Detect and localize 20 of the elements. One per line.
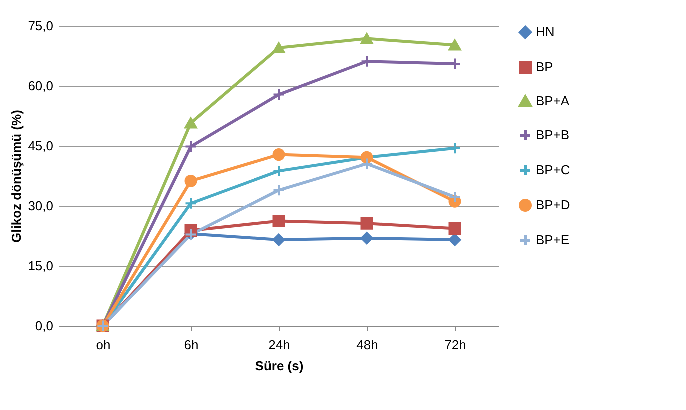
legend-label: BP+A [536, 94, 570, 108]
y-tick-label: 30,0 [28, 198, 54, 214]
legend-label: BP+B [536, 128, 570, 142]
legend-label: BP+D [536, 198, 570, 212]
y-tick-label: 60,0 [28, 78, 54, 94]
x-tick-label: 48h [356, 338, 378, 352]
x-tick-label: 6h [184, 338, 199, 352]
x-tick-label: 72h [444, 338, 466, 352]
x-tick-label: 24h [268, 338, 290, 352]
legend-label: BP+C [536, 162, 570, 178]
legend-label: BP [536, 60, 554, 74]
y-tick-label: 0,0 [35, 318, 54, 334]
legend-label: HN [536, 24, 555, 40]
y-axis-title: Glikoz dönüşümü (%) [9, 110, 24, 243]
x-tick-label: oh [96, 338, 111, 352]
y-tick-label: 75,0 [28, 18, 54, 34]
y-tick-label: 15,0 [28, 258, 54, 274]
legend-label: BP+E [536, 232, 570, 248]
x-axis-title: Süre (s) [255, 358, 304, 374]
y-tick-label: 45,0 [28, 138, 54, 154]
